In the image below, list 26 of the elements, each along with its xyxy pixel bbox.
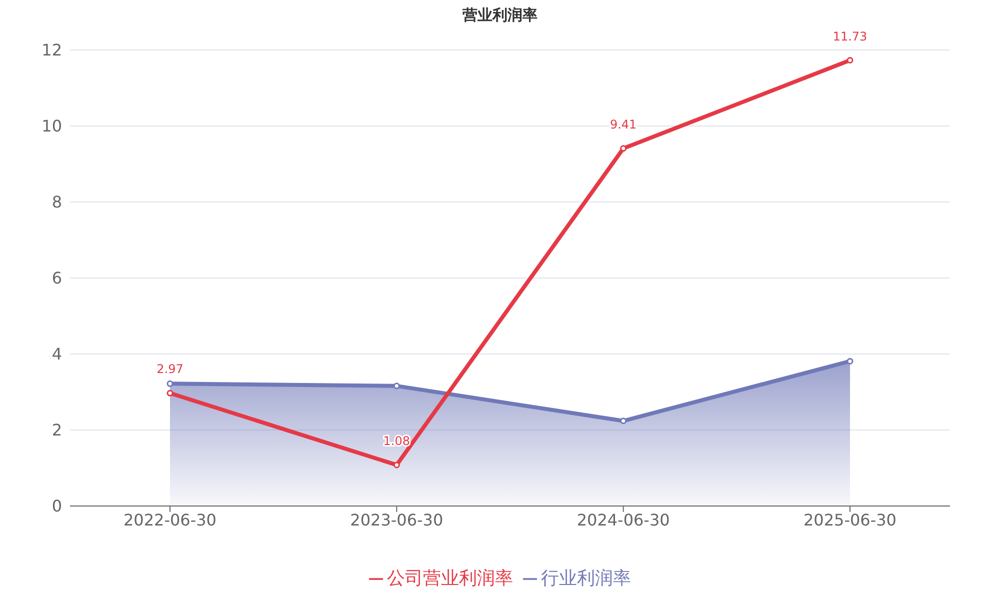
x-tick-label: 2025-06-30	[804, 510, 896, 530]
point	[620, 145, 627, 152]
chart-title: 营业利润率	[462, 6, 538, 25]
legend-label: 公司营业利润率	[387, 568, 513, 589]
point	[846, 358, 854, 364]
x-tick-label: 2024-06-30	[576, 510, 670, 530]
y-tick-label: 6	[52, 268, 62, 288]
data-label: 1.08	[383, 434, 410, 448]
y-tick-label: 12	[42, 40, 62, 60]
point	[393, 382, 400, 390]
x-tick-label: 2022-06-30	[124, 510, 216, 530]
data-label: 9.41	[610, 117, 637, 132]
point	[166, 380, 174, 387]
point	[620, 418, 627, 424]
y-tick-label: 10	[42, 116, 62, 136]
y-tick-label: 2	[52, 420, 62, 440]
data-label: 2.97	[156, 362, 184, 376]
point	[166, 390, 174, 396]
point	[846, 57, 854, 64]
y-tick-label: 0	[52, 496, 62, 516]
legend-label: 行业利润率	[541, 568, 631, 589]
x-tick-label: 2023-06-30	[350, 510, 444, 530]
y-tick-label: 4	[52, 344, 62, 364]
y-tick-label: 8	[52, 192, 62, 212]
data-label: 11.73	[832, 29, 868, 44]
point	[393, 462, 400, 468]
